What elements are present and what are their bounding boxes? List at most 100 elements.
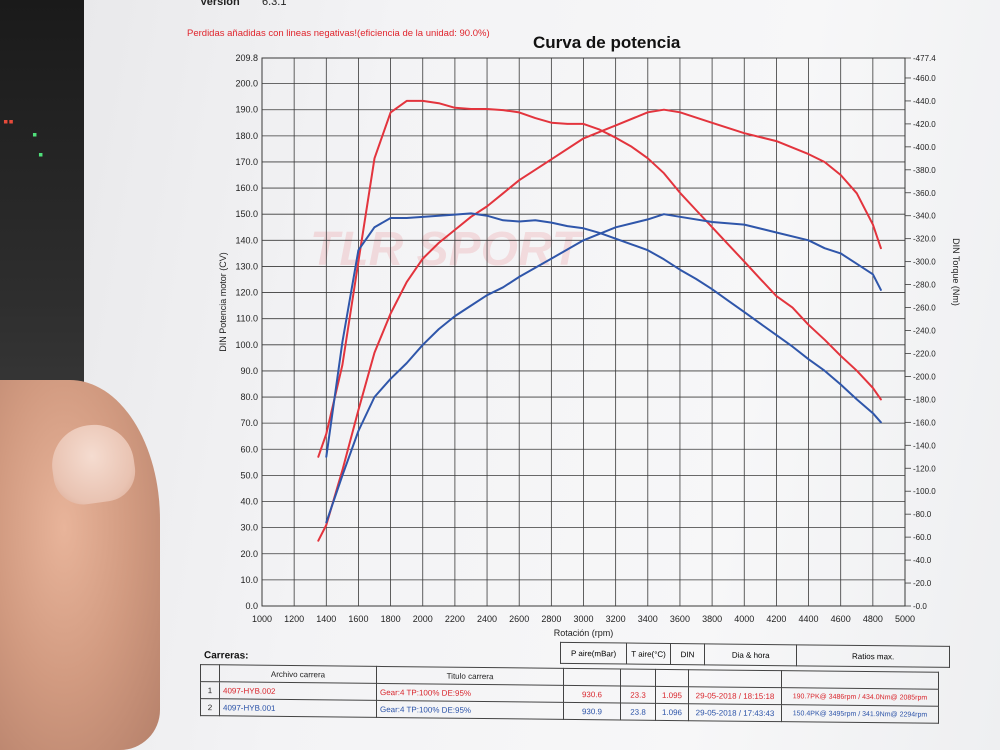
x-tick-label: 1000: [252, 614, 272, 624]
row-archivo: 4097-HYB.001: [219, 698, 377, 718]
y-tick-label: 0.0: [245, 601, 258, 611]
y-axis-left-label: DIN Potencia motor (CV): [218, 252, 228, 352]
x-tick-label: 2600: [509, 614, 529, 624]
watermark: TLR SPORT: [310, 223, 585, 276]
series-line-run1-torque: [317, 99, 882, 458]
version-label: Versión: [200, 0, 240, 8]
x-axis: 1000 1200 1400 1600 1800 2000 2200 2400 2600 2800…: [252, 614, 915, 624]
y2-tick-label: -140.0: [913, 441, 936, 450]
y-tick-label: 100.0: [235, 340, 258, 350]
row-fecha: 29-05-2018 / 17:43:43: [688, 703, 782, 722]
x-tick-label: 3800: [702, 614, 722, 624]
x-tick-label: 1400: [316, 614, 336, 624]
dyno-report-paper: [84, 0, 1000, 750]
x-tick-label: 2800: [541, 614, 561, 624]
x-tick-label: 3600: [670, 614, 690, 624]
power-curve-chart: TLR SPORT 0.0 10.0 20.0 30.0 40.0 50.0 60.0 70.…: [218, 53, 961, 638]
y-tick-label: 180.0: [235, 131, 258, 141]
row-t-aire: 23.8: [620, 702, 656, 721]
y-tick-label: 160.0: [235, 183, 258, 193]
y-tick-label: 20.0: [240, 549, 258, 559]
y-axis-right-label: DIN Torque (Nm): [951, 238, 961, 306]
carreras-label: Carreras:: [204, 650, 249, 662]
y-tick-label: 120.0: [235, 288, 258, 298]
y2-tick-label: -400.0: [913, 143, 936, 152]
x-tick-label: 2000: [413, 614, 433, 624]
y-tick-label: 40.0: [240, 497, 258, 507]
y-tick-label: 50.0: [240, 470, 258, 480]
y-tick-label: 190.0: [235, 105, 258, 115]
y-tick-label: 110.0: [236, 314, 258, 324]
row-number: 1: [200, 681, 220, 699]
row-archivo: 4097-HYB.002: [219, 681, 377, 701]
x-axis-label: Rotación (rpm): [554, 628, 614, 638]
y-tick-label: 90.0: [240, 366, 258, 376]
x-tick-label: 4800: [863, 614, 883, 624]
y2-tick-label: -300.0: [913, 258, 936, 267]
series-line-run2-torque: [325, 212, 882, 458]
row-p-aire: 930.6: [563, 685, 621, 703]
y-tick-label: 60.0: [240, 444, 258, 454]
x-tick-label: 1200: [284, 614, 304, 624]
y2-tick-label: -60.0: [913, 533, 932, 542]
y-axis-left: 0.0 10.0 20.0 30.0 40.0 50.0 60.0 70.0 80.0 90.0 1…: [235, 53, 258, 611]
header-t-aire: T aire(°C): [626, 643, 671, 665]
x-tick-label: 2400: [477, 614, 497, 624]
row-titulo: Gear:4 TP:100% DE:95%: [376, 683, 564, 703]
x-tick-label: 4600: [831, 614, 851, 624]
version-value: 6.3.1: [262, 0, 287, 8]
y2-tick-label: -360.0: [913, 189, 936, 198]
y-tick-label: 80.0: [240, 392, 258, 402]
y2-tick-label: -477.4: [913, 54, 936, 63]
runs-table: Archivo carrera Titulo carrera 1 4097-HY…: [200, 664, 939, 724]
y2-tick-label: -320.0: [913, 235, 936, 244]
loss-note: Perdidas añadidas con lineas negativas!(…: [187, 28, 490, 39]
x-tick-label: 3400: [638, 614, 658, 624]
header-archivo: Archivo carrera: [219, 664, 377, 684]
x-tick-label: 1600: [348, 614, 368, 624]
header-ratios: Ratios max.: [796, 644, 950, 668]
row-ratios: 190.7PK@ 3486rpm / 434.0Nm@ 2085rpm: [781, 687, 939, 707]
y2-tick-label: -200.0: [913, 372, 936, 381]
y2-tick-label: -160.0: [913, 418, 936, 427]
row-number: 2: [200, 698, 220, 716]
y-tick-label: 130.0: [235, 261, 258, 271]
y2-tick-label: -420.0: [913, 120, 936, 129]
y2-tick-label: -120.0: [913, 464, 936, 473]
dashboard-glow-green-2: ▪: [38, 150, 44, 160]
row-din: 1.095: [655, 686, 689, 704]
x-tick-label: 4000: [734, 614, 754, 624]
y2-tick-label: -180.0: [913, 395, 936, 404]
y-tick-label: 200.0: [235, 79, 258, 89]
header-p-aire: P aire(mBar): [560, 642, 627, 665]
header-titulo: Titulo carrera: [376, 666, 564, 686]
y2-tick-label: -460.0: [913, 74, 936, 83]
x-tick-label: 4400: [799, 614, 819, 624]
row-ratios: 150.4PK@ 3495rpm / 341.9Nm@ 2294rpm: [781, 704, 939, 724]
y-tick-label: 70.0: [240, 418, 258, 428]
series-line-run1-power: [317, 108, 882, 542]
x-tick-label: 1800: [381, 614, 401, 624]
y-tick-label: 209.8: [235, 53, 258, 63]
row-din: 1.096: [655, 703, 689, 721]
chart-grid: [261, 57, 906, 607]
series-layer: [317, 99, 882, 542]
x-tick-label: 5000: [895, 614, 915, 624]
x-tick-label: 3000: [573, 614, 593, 624]
y-axis-right: -0.0 -20.0 -40.0 -60.0 -80.0 -100.0 -120.0 -140…: [905, 54, 936, 611]
row-fecha: 29-05-2018 / 18:15:18: [688, 686, 782, 705]
series-line-run2-power: [325, 213, 882, 524]
y-tick-label: 10.0: [240, 575, 258, 585]
runs-table-section: P aire(mBar) T aire(°C) DIN Dia & hora R…: [200, 626, 950, 746]
y2-tick-label: -220.0: [913, 349, 936, 358]
row-titulo: Gear:4 TP:100% DE:95%: [376, 700, 564, 720]
runs-header-block: P aire(mBar) T aire(°C) DIN Dia & hora R…: [560, 642, 950, 668]
y2-tick-label: -80.0: [913, 510, 932, 519]
y-tick-label: 140.0: [235, 235, 258, 245]
x-tick-label: 2200: [445, 614, 465, 624]
y2-tick-label: -240.0: [913, 327, 936, 336]
dashboard-glow-green: ▪: [32, 130, 38, 140]
chart-title: Curva de potencia: [533, 33, 681, 52]
row-t-aire: 23.3: [620, 685, 656, 704]
y-tick-label: 30.0: [240, 523, 258, 533]
